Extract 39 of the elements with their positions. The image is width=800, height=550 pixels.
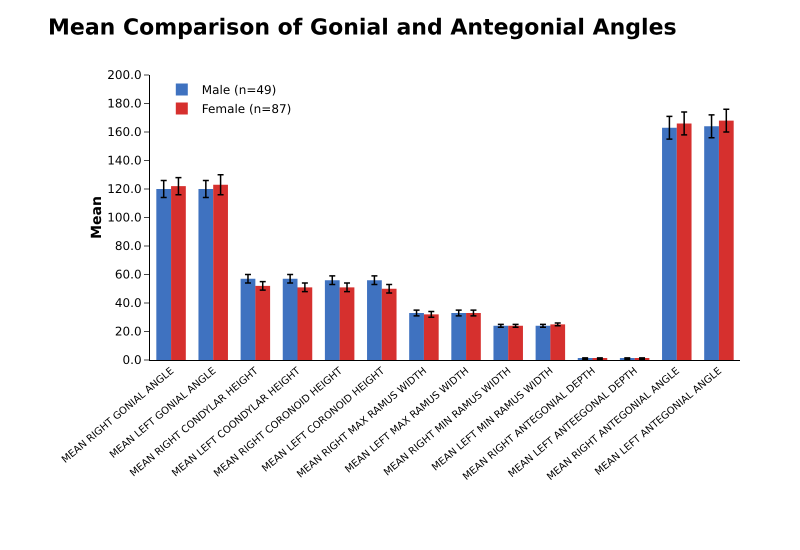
bar bbox=[198, 189, 214, 360]
bar bbox=[550, 324, 566, 360]
chart-title: Mean Comparison of Gonial and Antegonial Angles bbox=[48, 16, 677, 41]
y-tick-label: 160.0 bbox=[107, 125, 142, 140]
bar bbox=[424, 314, 439, 360]
legend-label: Male (n=49) bbox=[202, 83, 276, 98]
bar bbox=[718, 120, 734, 360]
bar bbox=[213, 184, 228, 360]
bar bbox=[298, 287, 312, 360]
bar bbox=[508, 326, 523, 360]
y-tick-label: 140.0 bbox=[107, 154, 142, 168]
bar bbox=[340, 287, 354, 360]
y-tick-label: 100.0 bbox=[107, 210, 142, 225]
y-tick-label: 20.0 bbox=[114, 324, 142, 339]
bar bbox=[704, 126, 719, 360]
y-tick-label: 180.0 bbox=[107, 96, 142, 111]
bar bbox=[451, 312, 466, 360]
y-tick-label: 200.0 bbox=[107, 68, 142, 82]
y-tick-label: 80.0 bbox=[114, 239, 142, 254]
y-axis-title: Mean bbox=[89, 196, 106, 239]
bar bbox=[171, 186, 186, 360]
bar bbox=[662, 128, 677, 360]
bar bbox=[493, 326, 508, 360]
y-tick-label: 60.0 bbox=[114, 268, 142, 282]
y-tick-label: 40.0 bbox=[114, 296, 142, 310]
bar bbox=[255, 286, 270, 360]
bar bbox=[240, 278, 256, 360]
bar bbox=[156, 189, 172, 360]
legend-label: Female (n=87) bbox=[202, 102, 292, 116]
bar bbox=[466, 312, 481, 360]
bar bbox=[536, 326, 550, 360]
y-tick-label: 120.0 bbox=[107, 182, 142, 196]
bar bbox=[324, 280, 340, 360]
bar bbox=[382, 288, 397, 360]
bar bbox=[282, 278, 298, 360]
bar bbox=[409, 312, 424, 360]
bar bbox=[676, 123, 692, 360]
y-tick-label: 0.0 bbox=[122, 353, 142, 368]
bar bbox=[367, 280, 382, 360]
